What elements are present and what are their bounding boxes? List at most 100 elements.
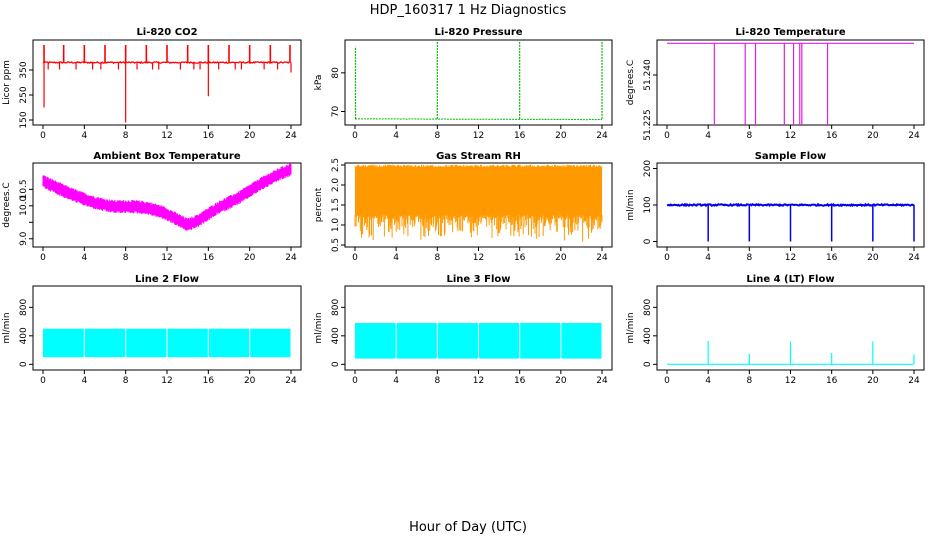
sample-flow-line: [666, 202, 915, 208]
x-tick-label: 0: [40, 131, 46, 141]
x-axis: 0 4 8 12 16 20 24: [352, 370, 608, 386]
x-axis: 0 4 8 12 16 20 24: [352, 125, 608, 141]
y-tick-label: 10.5: [19, 179, 29, 199]
data-series: [667, 42, 914, 125]
x-tick-label: 0: [40, 253, 46, 263]
x-tick-label: 12: [473, 253, 484, 263]
y-tick-label: 0: [331, 361, 341, 367]
shared-x-axis-label: Hour of Day (UTC): [409, 520, 527, 535]
chart-panel: Li-820 Temperature 0 4 8 12 16 20 24 51.225 51.24…: [626, 27, 925, 141]
chart-title: Sample Flow: [755, 151, 827, 162]
y-axis-label: ml/min: [626, 189, 636, 220]
y-tick-label: 51.240: [643, 59, 653, 91]
chart-panel: Line 2 Flow 0 4 8 12 16 20 24 0 400 800 ml/min: [2, 274, 302, 386]
chart-title: Li-820 Pressure: [434, 27, 522, 38]
x-axis: 0 4 8 12 16 20 24: [664, 125, 920, 141]
y-axis-label: percent: [314, 187, 324, 222]
y-tick-label: 400: [331, 327, 341, 344]
chart-panel: Sample Flow 0 4 8 12 16 20 24 0 100 200 ml/min: [626, 151, 925, 263]
figure-title: HDP_160317 1 Hz Diagnostics: [370, 3, 567, 18]
y-axis-label: ml/min: [2, 312, 12, 343]
x-tick-label: 8: [746, 131, 752, 141]
x-axis: 0 4 8 12 16 20 24: [664, 370, 920, 386]
x-axis: 0 4 8 12 16 20 24: [40, 247, 297, 263]
x-tick-label: 8: [746, 253, 752, 263]
plot-frame: [32, 162, 302, 248]
y-tick-label: 400: [643, 327, 653, 344]
y-axis: 0 400 800: [331, 298, 345, 367]
x-tick-label: 4: [81, 376, 87, 386]
y-tick-label: 0.5: [331, 238, 341, 252]
data-series: [667, 340, 915, 365]
x-tick-label: 4: [393, 131, 399, 141]
chart-panel: Gas Stream RH 0 4 8 12 16 20 24 0.5 1.0 1.5 2.0 2.5 p…: [314, 151, 613, 263]
x-tick-label: 12: [161, 253, 172, 263]
x-tick-label: 20: [244, 376, 256, 386]
y-tick-label: 80: [331, 67, 341, 79]
x-tick-label: 16: [203, 376, 215, 386]
chart-title: Li-820 Temperature: [735, 27, 845, 38]
y-tick-label: 800: [19, 298, 29, 315]
x-tick-label: 20: [867, 131, 879, 141]
chart-title: Line 3 Flow: [447, 274, 511, 285]
x-tick-label: 20: [555, 131, 567, 141]
data-series: [354, 41, 603, 121]
x-tick-label: 20: [867, 376, 879, 386]
x-tick-label: 24: [285, 131, 297, 141]
y-tick-label: 1.0: [331, 218, 341, 233]
x-tick-label: 16: [514, 376, 526, 386]
x-tick-label: 12: [473, 376, 484, 386]
chart-panel: Line 4 (LT) Flow 0 4 8 12 16 20 24 0 400 800 ml/min: [626, 274, 925, 386]
chart-title: Line 2 Flow: [135, 274, 199, 285]
x-tick-label: 20: [555, 253, 567, 263]
x-tick-label: 8: [123, 253, 129, 263]
x-tick-label: 12: [473, 131, 484, 141]
x-tick-label: 16: [514, 131, 526, 141]
x-tick-label: 20: [244, 253, 256, 263]
x-tick-label: 4: [705, 376, 711, 386]
chart-title: Li-820 CO2: [136, 27, 197, 38]
x-tick-label: 0: [352, 376, 358, 386]
y-tick-label: 0: [643, 361, 653, 367]
x-axis: 0 4 8 12 16 20 24: [40, 125, 297, 141]
chart-title: Line 4 (LT) Flow: [746, 274, 834, 285]
y-tick-label: 2.5: [331, 158, 341, 172]
y-axis: 0 400 800: [643, 298, 657, 367]
y-axis: 9.0 10.010.5: [19, 179, 33, 246]
y-tick-label: 150: [19, 111, 29, 128]
x-tick-label: 12: [161, 376, 172, 386]
x-tick-label: 24: [285, 376, 297, 386]
plot-frame: [344, 39, 613, 126]
x-tick-label: 8: [434, 253, 440, 263]
x-tick-label: 12: [161, 131, 172, 141]
x-tick-label: 4: [705, 253, 711, 263]
y-axis: 0.5 1.0 1.5 2.0 2.5: [331, 158, 345, 252]
data-series: [43, 327, 292, 359]
y-tick-label: 0: [19, 361, 29, 367]
x-tick-label: 16: [203, 131, 215, 141]
data-series: [355, 322, 603, 360]
y-tick-label: 200: [643, 160, 653, 177]
y-axis-label: Licor ppm: [2, 60, 12, 105]
y-axis: 70 80: [331, 67, 345, 117]
x-tick-label: 24: [596, 376, 608, 386]
x-tick-label: 24: [908, 131, 920, 141]
y-tick-label: 100: [643, 196, 653, 213]
x-tick-label: 12: [785, 131, 796, 141]
x-tick-label: 0: [352, 253, 358, 263]
y-tick-label: 70: [331, 105, 341, 117]
chart-panel: Li-820 CO2 0 4 8 12 16 20 24 150 250 350 Licor ppm: [2, 27, 302, 141]
plot-frame: [656, 39, 925, 126]
y-axis-label: degrees.C: [2, 182, 12, 227]
x-axis: 0 4 8 12 16 20 24: [40, 370, 297, 386]
x-tick-label: 8: [123, 376, 129, 386]
x-tick-label: 8: [434, 376, 440, 386]
x-tick-label: 4: [81, 253, 87, 263]
y-tick-label: 800: [331, 298, 341, 315]
data-series: [666, 202, 915, 242]
x-tick-label: 0: [664, 131, 670, 141]
x-tick-label: 20: [244, 131, 256, 141]
y-axis: 0 100 200: [643, 160, 657, 244]
